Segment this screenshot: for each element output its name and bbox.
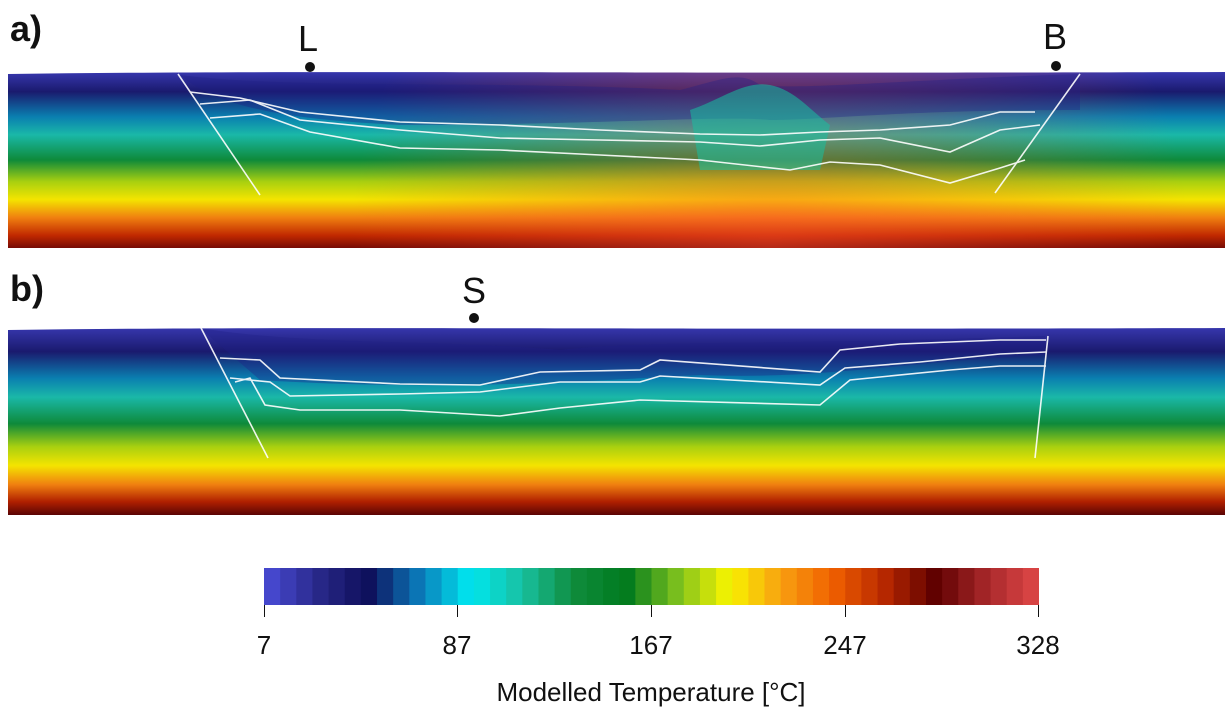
colorbar-step [667, 568, 685, 605]
colorbar-tick-label: 7 [256, 630, 272, 660]
well-marker-l [305, 62, 315, 72]
colorbar-step [683, 568, 701, 605]
colorbar-step [925, 568, 943, 605]
colorbar-step [409, 568, 427, 605]
temperature-colorbar [264, 568, 1039, 605]
colorbar-step [490, 568, 507, 605]
colorbar-step [344, 568, 362, 605]
colorbar-step [554, 568, 572, 605]
colorbar-step [457, 568, 475, 605]
panel-a-label: a) [10, 8, 43, 49]
colorbar-step [473, 568, 491, 605]
colorbar-step [280, 568, 297, 605]
colorbar-step [732, 568, 749, 605]
colorbar-step [877, 568, 895, 605]
colorbar-step [425, 568, 443, 605]
colorbar-tick [845, 605, 846, 617]
colorbar-step [1022, 568, 1039, 605]
colorbar-tick [264, 605, 265, 617]
colorbar-step [812, 568, 830, 605]
colorbar-step [861, 568, 879, 605]
well-label-b: B [1042, 16, 1068, 57]
well-marker-s [469, 313, 479, 323]
colorbar-step [974, 568, 992, 605]
colorbar-step [651, 568, 669, 605]
colorbar-tick-label: 167 [629, 630, 673, 660]
colorbar-step [603, 568, 620, 605]
colorbar-step [635, 568, 653, 605]
colorbar-step [780, 568, 798, 605]
colorbar-step [360, 568, 378, 605]
colorbar-step [764, 568, 782, 605]
colorbar-step [845, 568, 862, 605]
colorbar-step [441, 568, 459, 605]
colorbar-tick [651, 605, 652, 617]
well-marker-b [1051, 61, 1061, 71]
colorbar-step [586, 568, 604, 605]
colorbar-step [716, 568, 733, 605]
colorbar-step [990, 568, 1008, 605]
colorbar-step [570, 568, 588, 605]
colorbar-step [958, 568, 976, 605]
well-label-s: S [461, 270, 487, 311]
colorbar-step [796, 568, 814, 605]
colorbar-step [522, 568, 540, 605]
colorbar-step [829, 568, 846, 605]
colorbar-step [393, 568, 410, 605]
colorbar-step [942, 568, 959, 605]
colorbar-step [506, 568, 523, 605]
colorbar-step [893, 568, 911, 605]
colorbar-tick-label: 328 [1016, 630, 1060, 660]
colorbar-tick [457, 605, 458, 617]
colorbar-step [538, 568, 556, 605]
well-label-l: L [297, 18, 319, 59]
colorbar-step [377, 568, 394, 605]
colorbar-step [909, 568, 927, 605]
colorbar-title: Modelled Temperature [°C] [496, 677, 806, 707]
colorbar-step [1006, 568, 1024, 605]
colorbar-tick-label: 87 [442, 630, 472, 660]
colorbar-step [312, 568, 330, 605]
colorbar-step [748, 568, 766, 605]
colorbar-step [699, 568, 717, 605]
colorbar-step [619, 568, 636, 605]
colorbar-tick [1038, 605, 1039, 617]
colorbar-step [296, 568, 314, 605]
colorbar-step [328, 568, 346, 605]
colorbar-tick-label: 247 [823, 630, 867, 660]
panel-b-label: b) [10, 268, 44, 309]
colorbar-step [264, 568, 281, 605]
